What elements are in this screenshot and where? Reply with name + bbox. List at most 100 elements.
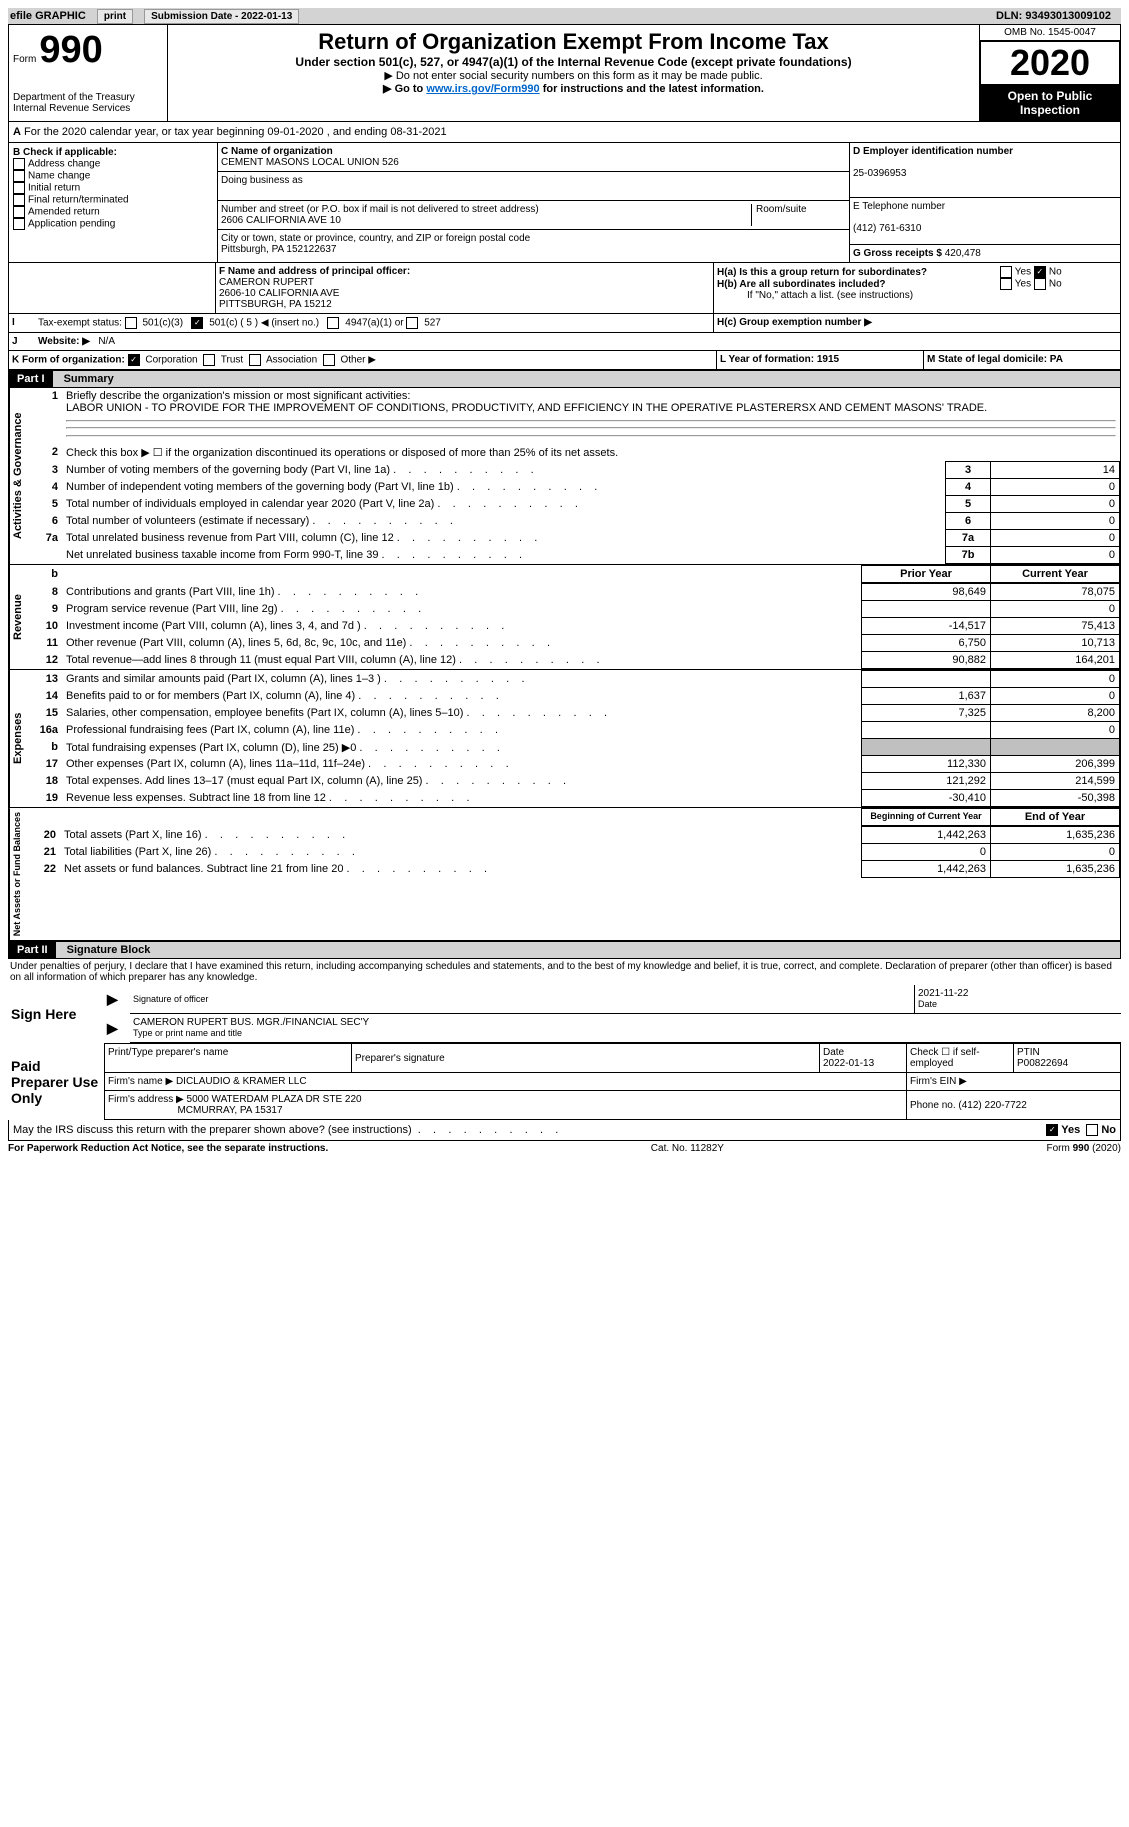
vert-expenses: Expenses <box>9 670 26 807</box>
cb-4947[interactable] <box>327 317 339 329</box>
paid-preparer-block: Paid Preparer Use Only Print/Type prepar… <box>8 1043 1121 1120</box>
table-row: 11Other revenue (Part VIII, column (A), … <box>26 635 1120 652</box>
ha-yes[interactable] <box>1000 266 1012 278</box>
table-row: 8Contributions and grants (Part VIII, li… <box>26 584 1120 601</box>
checkbox-amended[interactable] <box>13 206 25 218</box>
begin-year-header: Beginning of Current Year <box>862 809 991 826</box>
firm-addr: 5000 WATERDAM PLAZA DR STE 220 <box>187 1094 362 1105</box>
table-row: 22Net assets or fund balances. Subtract … <box>24 861 1120 878</box>
cb-527[interactable] <box>406 317 418 329</box>
ein: 25-0396953 <box>853 168 906 179</box>
section-a: A For the 2020 calendar year, or tax yea… <box>8 122 1121 143</box>
ha-no[interactable]: ✓ <box>1034 266 1046 278</box>
table-row: 13Grants and similar amounts paid (Part … <box>26 671 1120 688</box>
officer-name: CAMERON RUPERT <box>219 277 314 288</box>
table-row: 7aTotal unrelated business revenue from … <box>26 530 1120 547</box>
discuss-yes[interactable]: ✓ <box>1046 1124 1058 1136</box>
end-year-header: End of Year <box>991 809 1120 826</box>
submission-date: Submission Date - 2022-01-13 <box>144 9 299 24</box>
website: N/A <box>98 336 115 347</box>
row-f-h: F Name and address of principal officer:… <box>8 263 1121 314</box>
cb-trust[interactable] <box>203 354 215 366</box>
top-bar: efile GRAPHIC print Submission Date - 20… <box>8 8 1121 24</box>
table-row: Net unrelated business taxable income fr… <box>26 547 1120 564</box>
checkbox-pending[interactable] <box>13 218 25 230</box>
current-year-header: Current Year <box>991 566 1120 583</box>
table-row: 12Total revenue—add lines 8 through 11 (… <box>26 652 1120 669</box>
table-row: bTotal fundraising expenses (Part IX, co… <box>26 739 1120 756</box>
col-b: B Check if applicable: Address change Na… <box>9 143 218 262</box>
row-j: J Website: ▶ N/A <box>8 333 1121 351</box>
table-row: 5Total number of individuals employed in… <box>26 496 1120 513</box>
irs-link[interactable]: www.irs.gov/Form990 <box>426 83 539 95</box>
table-row: 20Total assets (Part X, line 16)1,442,26… <box>24 827 1120 844</box>
checkbox-name[interactable] <box>13 170 25 182</box>
footer: For Paperwork Reduction Act Notice, see … <box>8 1141 1121 1156</box>
print-button[interactable]: print <box>97 9 133 24</box>
phone: (412) 761-6310 <box>853 223 921 234</box>
dept-treasury: Department of the Treasury <box>13 92 163 103</box>
omb: OMB No. 1545-0047 <box>980 25 1120 41</box>
year-formation: L Year of formation: 1915 <box>720 354 839 365</box>
expenses-section: Expenses 13Grants and similar amounts pa… <box>8 670 1121 808</box>
state-domicile: M State of legal domicile: PA <box>927 354 1063 365</box>
vert-net-assets: Net Assets or Fund Balances <box>9 808 24 940</box>
form-word: Form <box>13 54 36 65</box>
discuss-no[interactable] <box>1086 1124 1098 1136</box>
net-assets-section: Net Assets or Fund Balances Beginning of… <box>8 808 1121 941</box>
cb-corp[interactable]: ✓ <box>128 354 140 366</box>
gross-receipts: 420,478 <box>945 248 981 259</box>
cb-other[interactable] <box>323 354 335 366</box>
form-title: Return of Organization Exempt From Incom… <box>172 29 975 55</box>
org-name: CEMENT MASONS LOCAL UNION 526 <box>221 157 399 168</box>
entity-block: B Check if applicable: Address change Na… <box>8 143 1121 263</box>
discuss-row: May the IRS discuss this return with the… <box>8 1120 1121 1141</box>
form-number: 990 <box>39 29 102 71</box>
vert-revenue: Revenue <box>9 565 26 669</box>
table-row: 10Investment income (Part VIII, column (… <box>26 618 1120 635</box>
revenue-section: Revenue b Prior Year Current Year 8Contr… <box>8 565 1121 670</box>
table-row: 19Revenue less expenses. Subtract line 1… <box>26 790 1120 807</box>
cb-501c3[interactable] <box>125 317 137 329</box>
irs: Internal Revenue Services <box>13 103 163 114</box>
firm-phone: (412) 220-7722 <box>958 1100 1026 1111</box>
table-row: 21Total liabilities (Part X, line 26)00 <box>24 844 1120 861</box>
part2-header: Part II Signature Block <box>8 941 1121 959</box>
form-subtitle: Under section 501(c), 527, or 4947(a)(1)… <box>172 55 975 69</box>
sign-here-block: Sign Here ▶ Signature of officer 2021-11… <box>8 985 1121 1043</box>
tax-year: 2020 <box>980 41 1120 85</box>
table-row: 4Number of independent voting members of… <box>26 479 1120 496</box>
table-row: 16aProfessional fundraising fees (Part I… <box>26 722 1120 739</box>
note-ssn: ▶ Do not enter social security numbers o… <box>172 69 975 82</box>
mission: LABOR UNION - TO PROVIDE FOR THE IMPROVE… <box>66 402 987 414</box>
hb-yes[interactable] <box>1000 278 1012 290</box>
cb-assoc[interactable] <box>249 354 261 366</box>
dln: DLN: 93493013009102 <box>996 10 1111 22</box>
activities-governance: Activities & Governance 1 Briefly descri… <box>8 388 1121 565</box>
table-row: 17Other expenses (Part IX, column (A), l… <box>26 756 1120 773</box>
cb-501c[interactable]: ✓ <box>191 317 203 329</box>
checkbox-initial[interactable] <box>13 182 25 194</box>
table-row: 14Benefits paid to or for members (Part … <box>26 688 1120 705</box>
row-k: K Form of organization: ✓ Corporation Tr… <box>8 351 1121 370</box>
table-row: 9Program service revenue (Part VIII, lin… <box>26 601 1120 618</box>
penalty-text: Under penalties of perjury, I declare th… <box>8 959 1121 985</box>
efile-label: efile GRAPHIC <box>10 10 86 22</box>
table-row: 3Number of voting members of the governi… <box>26 462 1120 479</box>
hb-no[interactable] <box>1034 278 1046 290</box>
open-public: Open to Public Inspection <box>980 85 1120 121</box>
ptin: P00822694 <box>1017 1058 1068 1069</box>
col-d: D Employer identification number25-03969… <box>850 143 1120 262</box>
row-i: I Tax-exempt status: 501(c)(3) ✓ 501(c) … <box>8 314 1121 333</box>
table-row: 15Salaries, other compensation, employee… <box>26 705 1120 722</box>
officer-sig-name: CAMERON RUPERT BUS. MGR./FINANCIAL SEC'Y <box>133 1017 369 1028</box>
table-row: 18Total expenses. Add lines 13–17 (must … <box>26 773 1120 790</box>
prior-year-header: Prior Year <box>862 566 991 583</box>
city-state-zip: Pittsburgh, PA 152122637 <box>221 244 336 255</box>
table-row: 6Total number of volunteers (estimate if… <box>26 513 1120 530</box>
checkbox-address[interactable] <box>13 158 25 170</box>
preparer-date: 2022-01-13 <box>823 1058 874 1069</box>
part1-header: Part I Summary <box>8 370 1121 388</box>
checkbox-final[interactable] <box>13 194 25 206</box>
sig-date: 2021-11-22 <box>918 988 968 999</box>
